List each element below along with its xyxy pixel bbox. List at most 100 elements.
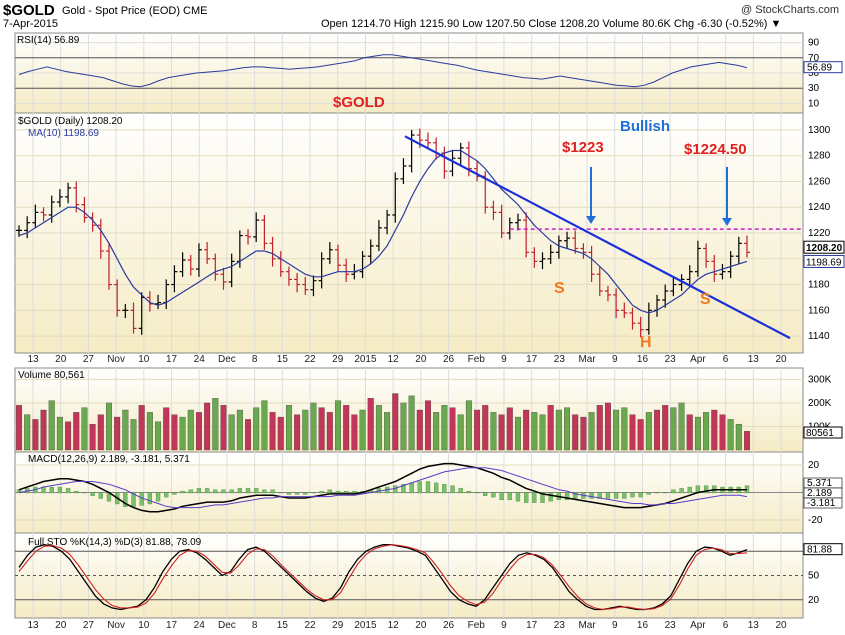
- rsi-value-label: 56.89: [807, 63, 832, 74]
- stockcharts-watermark: @ StockCharts.com: [741, 4, 839, 16]
- volume-bar: [539, 414, 546, 451]
- x-tick-label-top: 27: [83, 354, 95, 365]
- macd-histogram-bar: [98, 492, 103, 499]
- volume-bar: [523, 409, 530, 451]
- volume-bar: [662, 405, 669, 451]
- x-tick-label-bottom: 8: [252, 620, 258, 631]
- macd-tick-label: -20: [808, 515, 823, 526]
- volume-bar: [678, 402, 685, 451]
- volume-bar: [171, 414, 178, 451]
- rsi-tick-label: 10: [808, 98, 820, 109]
- macd-histogram-bar: [204, 488, 210, 494]
- volume-bar: [16, 405, 22, 451]
- annotation-gold: $GOLD: [333, 94, 385, 111]
- volume-value-label: 80561: [806, 428, 834, 439]
- volume-bar: [155, 421, 162, 451]
- macd-histogram-bar: [327, 489, 332, 494]
- arrow-1223-head: [586, 216, 596, 224]
- x-tick-label-bottom: Feb: [468, 620, 486, 631]
- macd-histogram-bar: [123, 492, 128, 507]
- macd-histogram-bar: [213, 489, 218, 494]
- macd-histogram-bar: [188, 489, 193, 494]
- annotation-left-shoulder: S: [554, 280, 565, 297]
- volume-bar: [621, 407, 628, 451]
- volume-bar: [179, 416, 186, 451]
- annotation-bullish: Bullish: [620, 118, 670, 135]
- volume-bar: [654, 409, 661, 451]
- volume-bar: [375, 405, 382, 451]
- macd-histogram-bar: [147, 492, 153, 505]
- macd-histogram-bar: [393, 485, 398, 494]
- x-tick-label-bottom: 20: [55, 620, 67, 631]
- volume-bar: [212, 398, 219, 451]
- x-tick-label-top: 9: [612, 354, 618, 365]
- x-tick-label-top: Mar: [578, 354, 596, 365]
- ma-legend: MA(10) 1198.69: [28, 128, 99, 139]
- x-tick-label-top: 17: [526, 354, 538, 365]
- x-tick-label-bottom: 13: [27, 620, 39, 631]
- x-tick-label-bottom: 2015: [354, 620, 377, 631]
- rsi-tick-label: 90: [808, 38, 820, 49]
- macd-histogram-bar: [254, 488, 259, 494]
- volume-bar: [56, 416, 63, 451]
- volume-bar: [474, 409, 481, 451]
- x-tick-label-bottom: Apr: [690, 620, 706, 631]
- macd-histogram-bar: [564, 492, 570, 501]
- macd-histogram-bar: [671, 489, 676, 494]
- macd-histogram-bar: [319, 490, 324, 494]
- volume-bar: [285, 405, 292, 451]
- x-tick-label-top: 23: [665, 354, 677, 365]
- price-value-box: [803, 240, 845, 254]
- x-tick-label-bottom: 17: [526, 620, 538, 631]
- macd-histogram-bar: [458, 488, 463, 494]
- macd-histogram-bar: [687, 486, 692, 494]
- volume-bar: [204, 402, 211, 451]
- x-tick-label-top: 16: [637, 354, 649, 365]
- volume-bar: [318, 407, 325, 451]
- x-tick-label-top: 13: [27, 354, 39, 365]
- x-tick-label-top: 26: [443, 354, 455, 365]
- macd-histogram-bar: [131, 492, 136, 507]
- volume-bar: [637, 419, 644, 451]
- macd-histogram-bar: [434, 482, 439, 494]
- rsi-legend: RSI(14) 56.89: [17, 35, 80, 46]
- x-tick-label-bottom: 23: [554, 620, 566, 631]
- volume-bar: [547, 405, 554, 451]
- volume-bar: [236, 409, 243, 451]
- volume-bar: [310, 402, 317, 451]
- x-tick-label-top: Dec: [218, 354, 236, 365]
- macd-histogram-bar: [262, 489, 267, 494]
- x-tick-label-bottom: 22: [304, 620, 316, 631]
- volume-bar: [490, 412, 497, 451]
- volume-bar: [514, 416, 521, 451]
- x-tick-label-top: 29: [332, 354, 344, 365]
- volume-bar: [73, 412, 80, 451]
- x-tick-label-top: 17: [166, 354, 178, 365]
- macd-histogram-bar: [646, 492, 651, 495]
- volume-bar: [220, 405, 227, 451]
- volume-bar: [326, 412, 333, 451]
- volume-bar: [686, 414, 693, 451]
- volume-bar: [564, 407, 571, 451]
- macd-value-label: -3.181: [807, 498, 836, 509]
- price-tick-label: 1160: [808, 305, 830, 316]
- volume-bar: [408, 395, 415, 451]
- downtrend-line: [404, 135, 791, 340]
- rsi-tick-label: 30: [808, 83, 820, 94]
- volume-bar: [146, 412, 153, 451]
- volume-bar: [441, 405, 448, 451]
- x-tick-label-top: 13: [748, 354, 760, 365]
- macd-histogram-bar: [589, 492, 594, 499]
- x-tick-label-top: 20: [415, 354, 427, 365]
- macd-line: [18, 462, 747, 513]
- x-tick-label-bottom: Dec: [218, 620, 236, 631]
- macd-histogram-bar: [654, 492, 660, 494]
- macd-histogram-bar: [638, 492, 643, 498]
- volume-bar: [457, 414, 464, 451]
- macd-value-label: 2.189: [807, 488, 832, 499]
- macd-value-box: [803, 497, 843, 509]
- volume-bar: [269, 412, 276, 451]
- x-tick-label-top: Feb: [468, 354, 486, 365]
